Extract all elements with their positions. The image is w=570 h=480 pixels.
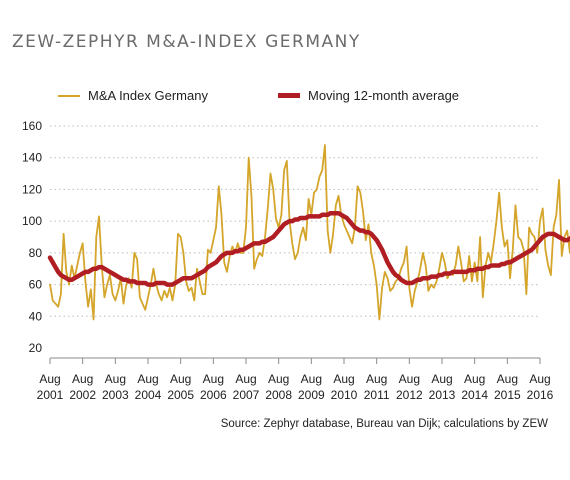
x-tick-month-2002: Aug bbox=[72, 372, 93, 386]
x-tick-year-2005: 2005 bbox=[167, 388, 194, 402]
y-tick-label-80: 80 bbox=[29, 246, 43, 260]
x-tick-month-2013: Aug bbox=[431, 372, 452, 386]
y-tick-label-60: 60 bbox=[29, 278, 43, 292]
x-tick-month-2004: Aug bbox=[137, 372, 158, 386]
legend-label-index: M&A Index Germany bbox=[88, 88, 208, 103]
x-tick-month-2007: Aug bbox=[235, 372, 256, 386]
x-tick-year-2003: 2003 bbox=[102, 388, 129, 402]
series-line-average bbox=[47, 210, 570, 287]
x-tick-month-2010: Aug bbox=[333, 372, 354, 386]
x-tick-year-2008: 2008 bbox=[265, 388, 292, 402]
y-tick-label-160: 160 bbox=[22, 119, 42, 133]
x-tick-year-2010: 2010 bbox=[331, 388, 358, 402]
x-tick-year-2009: 2009 bbox=[298, 388, 325, 402]
x-tick-month-2016: Aug bbox=[529, 372, 550, 386]
y-tick-label-140: 140 bbox=[22, 151, 42, 165]
y-tick-label-120: 120 bbox=[22, 182, 42, 196]
x-tick-year-2002: 2002 bbox=[69, 388, 96, 402]
legend-item-index: M&A Index Germany bbox=[58, 88, 208, 103]
x-tick-year-2004: 2004 bbox=[135, 388, 162, 402]
x-tick-month-2014: Aug bbox=[464, 372, 485, 386]
x-tick-month-2005: Aug bbox=[170, 372, 191, 386]
legend-swatch-index bbox=[58, 94, 80, 97]
x-tick-year-2011: 2011 bbox=[364, 388, 390, 402]
y-tick-label-40: 40 bbox=[29, 309, 43, 323]
x-tick-month-2006: Aug bbox=[203, 372, 224, 386]
y-tick-label-20: 20 bbox=[29, 341, 43, 355]
x-tick-month-2003: Aug bbox=[105, 372, 126, 386]
x-tick-month-2008: Aug bbox=[268, 372, 289, 386]
x-tick-year-2012: 2012 bbox=[396, 388, 423, 402]
x-tick-month-2009: Aug bbox=[301, 372, 322, 386]
x-tick-month-2012: Aug bbox=[399, 372, 420, 386]
source-note: Source: Zephyr database, Bureau van Dijk… bbox=[220, 418, 548, 430]
legend-item-average: Moving 12-month average bbox=[278, 88, 459, 103]
series-line-index bbox=[49, 144, 570, 321]
x-tick-month-2015: Aug bbox=[497, 372, 518, 386]
y-tick-label-100: 100 bbox=[22, 214, 42, 228]
x-tick-year-2016: 2016 bbox=[527, 388, 554, 402]
x-tick-month-2011: Aug bbox=[366, 372, 387, 386]
chart-title: ZEW-ZEPHYR M&A-INDEX GERMANY bbox=[12, 32, 361, 52]
legend-swatch-average bbox=[278, 93, 300, 98]
x-tick-year-2006: 2006 bbox=[200, 388, 227, 402]
legend-label-average: Moving 12-month average bbox=[308, 88, 460, 103]
x-tick-month-2001: Aug bbox=[39, 372, 60, 386]
x-tick-year-2014: 2014 bbox=[461, 388, 488, 402]
x-tick-year-2007: 2007 bbox=[233, 388, 260, 402]
x-tick-year-2013: 2013 bbox=[429, 388, 456, 402]
x-tick-year-2015: 2015 bbox=[494, 388, 521, 402]
x-tick-year-2001: 2001 bbox=[37, 388, 64, 402]
